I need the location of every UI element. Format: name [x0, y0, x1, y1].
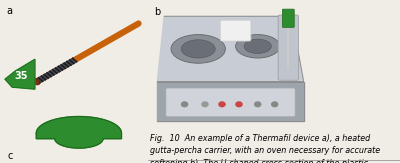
- Text: a: a: [6, 6, 12, 16]
- Circle shape: [219, 102, 225, 107]
- Polygon shape: [36, 117, 122, 148]
- FancyBboxPatch shape: [166, 88, 295, 117]
- Ellipse shape: [181, 40, 215, 58]
- Circle shape: [202, 102, 208, 107]
- Text: b: b: [154, 7, 160, 17]
- Circle shape: [182, 102, 188, 107]
- FancyBboxPatch shape: [282, 9, 294, 27]
- Polygon shape: [157, 82, 304, 121]
- Polygon shape: [157, 16, 304, 82]
- Text: c: c: [8, 151, 13, 161]
- Ellipse shape: [244, 39, 271, 53]
- Ellipse shape: [236, 35, 280, 58]
- Circle shape: [272, 102, 278, 107]
- Circle shape: [236, 102, 242, 107]
- FancyBboxPatch shape: [278, 15, 298, 80]
- Text: Fig.  10  An example of a Thermafil device a), a heated
gutta-percha carrier, wi: Fig. 10 An example of a Thermafil device…: [150, 134, 381, 163]
- FancyBboxPatch shape: [220, 20, 251, 41]
- Polygon shape: [5, 59, 35, 89]
- Circle shape: [255, 102, 261, 107]
- Text: 35: 35: [15, 71, 28, 81]
- Ellipse shape: [33, 78, 40, 85]
- Ellipse shape: [171, 35, 226, 63]
